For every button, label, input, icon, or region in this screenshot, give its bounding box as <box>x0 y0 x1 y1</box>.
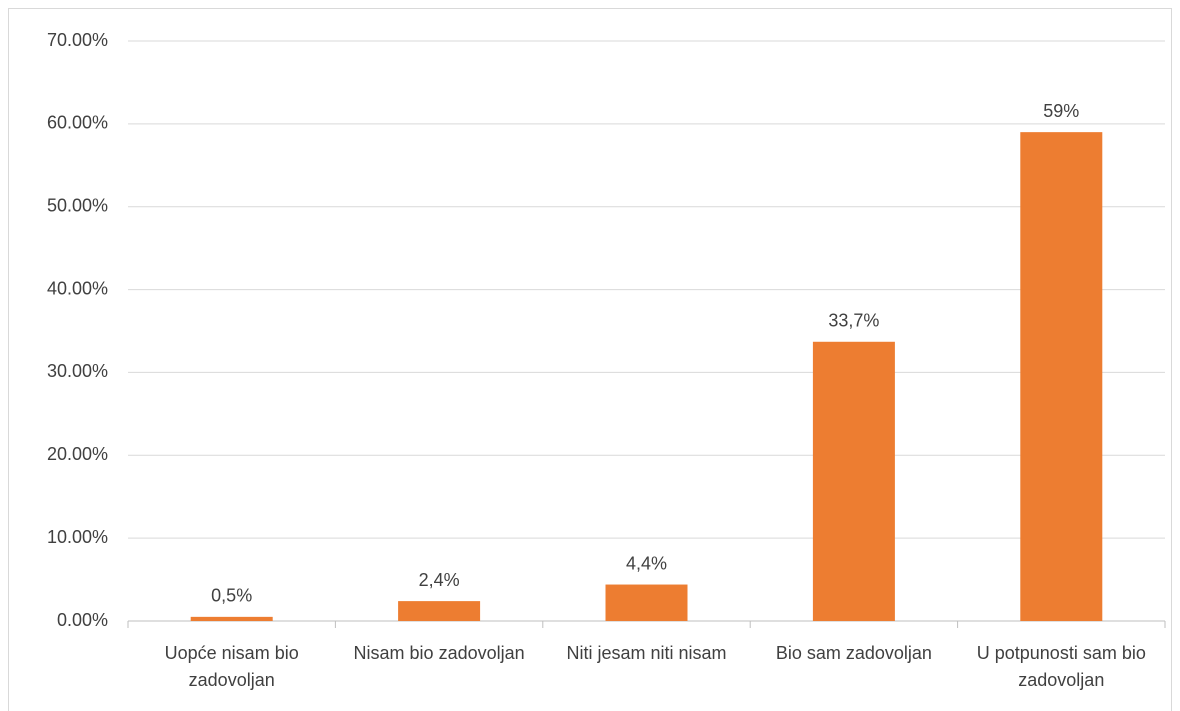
x-tick-label: U potpunosti sam bio zadovoljan <box>976 643 1146 690</box>
bar <box>398 601 481 621</box>
y-tick-label: 20.00% <box>47 444 108 464</box>
y-tick-label: 0.00% <box>57 610 108 630</box>
y-tick-label: 10.00% <box>47 527 108 547</box>
data-label: 0,5% <box>211 586 252 606</box>
bar <box>190 616 273 621</box>
y-tick-label: 70.00% <box>47 30 108 50</box>
y-tick-label: 30.00% <box>47 361 108 381</box>
bar <box>812 341 895 621</box>
x-tick-label: Nisam bio zadovoljan <box>353 643 525 663</box>
y-tick-label: 40.00% <box>47 278 108 298</box>
y-tick-label: 60.00% <box>47 113 108 133</box>
x-tick-label: Bio sam zadovoljan <box>775 643 932 663</box>
bar <box>605 584 688 621</box>
chart-border <box>8 8 1172 711</box>
x-tick-label: Uopće nisam bio zadovoljan <box>164 643 299 690</box>
data-label: 33,7% <box>828 311 879 331</box>
data-label: 59% <box>1043 101 1079 121</box>
data-label: 4,4% <box>626 553 667 573</box>
data-label: 2,4% <box>419 570 460 590</box>
x-tick-label: Niti jesam niti nisam <box>566 643 727 663</box>
bar <box>1020 132 1103 621</box>
y-tick-label: 50.00% <box>47 195 108 215</box>
